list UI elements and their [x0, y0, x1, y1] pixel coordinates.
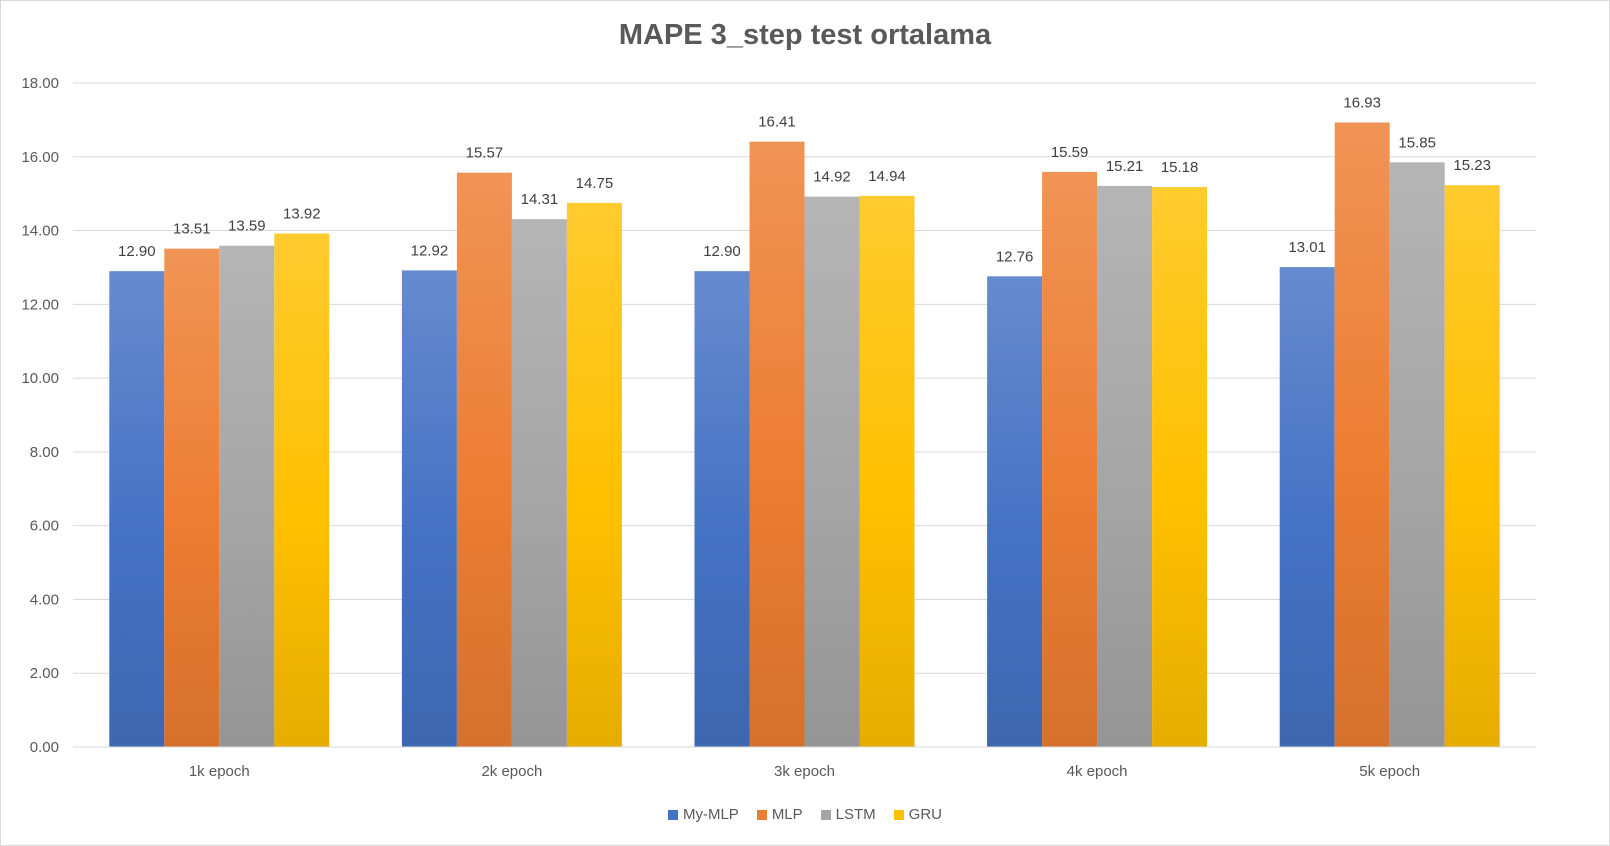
bar-gru	[859, 195, 915, 747]
bar-lstm	[1389, 162, 1445, 748]
legend-label: GRU	[908, 806, 943, 823]
y-tick-label: 10.00	[21, 370, 59, 387]
bar-mlp	[164, 248, 220, 747]
data-label: 13.92	[283, 206, 321, 223]
bar-lstm	[804, 196, 860, 747]
data-label: 13.01	[1288, 239, 1326, 256]
y-tick-label: 2.00	[30, 665, 59, 682]
bar-my-mlp	[1279, 267, 1335, 747]
y-tick-label: 16.00	[21, 149, 59, 166]
y-tick-label: 6.00	[30, 518, 59, 535]
legend-label: My-MLP	[682, 806, 739, 823]
data-label: 14.31	[521, 191, 559, 208]
data-label: 12.76	[996, 248, 1034, 265]
bar-my-mlp	[987, 276, 1043, 747]
legend-swatch	[820, 809, 831, 820]
data-label: 12.90	[703, 243, 741, 260]
data-label: 15.21	[1106, 158, 1144, 175]
x-tick-label: 2k epoch	[481, 763, 542, 780]
bar-gru	[1444, 185, 1500, 747]
bar-my-mlp	[401, 270, 457, 747]
data-label: 14.94	[868, 168, 906, 185]
data-label: 15.59	[1051, 144, 1089, 161]
legend-swatch	[667, 809, 678, 820]
data-label: 15.18	[1161, 159, 1199, 176]
data-label: 12.92	[411, 242, 449, 259]
bar-lstm	[511, 219, 567, 747]
data-label: 15.85	[1398, 134, 1436, 151]
y-tick-label: 14.00	[21, 223, 59, 240]
bar-lstm	[219, 245, 275, 747]
bar-my-mlp	[694, 271, 750, 747]
bar-lstm	[1097, 185, 1153, 748]
x-tick-label: 1k epoch	[189, 763, 250, 780]
bar-gru	[566, 202, 622, 747]
legend: My-MLP MLP LSTM GRU	[1, 806, 1609, 823]
legend-label: MLP	[771, 806, 803, 823]
data-label: 12.90	[118, 243, 156, 260]
bar-mlp	[1042, 171, 1098, 747]
bar-gru	[1152, 187, 1208, 747]
y-tick-label: 4.00	[30, 591, 59, 608]
legend-item: My-MLP	[667, 806, 739, 823]
legend-item: MLP	[756, 806, 803, 823]
data-label: 15.57	[466, 145, 504, 162]
bar-mlp	[456, 172, 512, 747]
y-tick-label: 18.00	[21, 75, 59, 92]
bar-my-mlp	[109, 271, 165, 747]
bar-mlp	[749, 141, 805, 748]
legend-item: LSTM	[820, 806, 876, 823]
bar-mlp	[1334, 122, 1390, 747]
chart-title: MAPE 3_step test ortalama	[618, 19, 992, 51]
data-label: 13.51	[173, 221, 211, 238]
y-tick-label: 12.00	[21, 296, 59, 313]
data-label: 14.75	[576, 175, 614, 192]
data-label: 13.59	[228, 218, 266, 235]
legend-swatch	[756, 809, 767, 820]
y-tick-label: 0.00	[30, 739, 59, 756]
data-label: 14.92	[813, 169, 851, 186]
y-tick-label: 8.00	[30, 444, 59, 461]
data-label: 15.23	[1453, 157, 1491, 174]
data-label: 16.93	[1343, 94, 1381, 111]
data-label: 16.41	[758, 114, 796, 131]
x-tick-label: 5k epoch	[1359, 763, 1420, 780]
legend-label: LSTM	[835, 806, 876, 823]
x-tick-label: 3k epoch	[774, 763, 835, 780]
bar-gru	[274, 233, 330, 748]
legend-swatch	[893, 809, 904, 820]
legend-item: GRU	[893, 806, 943, 823]
x-tick-label: 4k epoch	[1067, 763, 1128, 780]
